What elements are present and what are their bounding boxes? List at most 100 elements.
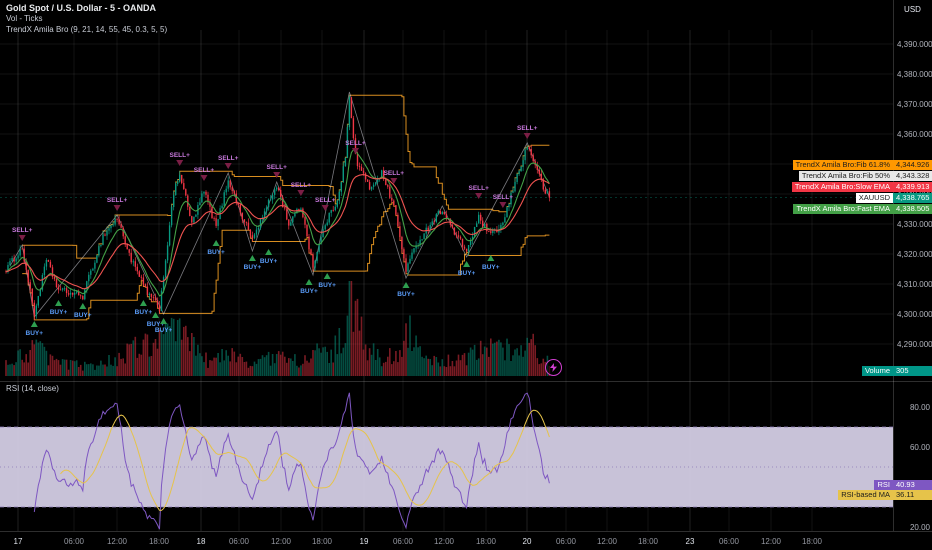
- rsi-ma-value-label: RSI-based MA 36.11: [838, 489, 932, 500]
- svg-text:SELL+: SELL+: [291, 182, 312, 189]
- buy-marker: BUY+: [74, 303, 92, 319]
- svg-text:SELL+: SELL+: [218, 155, 239, 162]
- indicator-price-label: XAUUSD 4,338.765: [855, 193, 932, 203]
- svg-text:SELL+: SELL+: [384, 170, 405, 177]
- price-axis-label: 4,320.000: [897, 250, 932, 259]
- price-axis-label: 4,330.000: [897, 220, 932, 229]
- svg-text:SELL+: SELL+: [517, 125, 538, 132]
- rsi-ma-value-label-tag: RSI-based MA: [838, 489, 893, 500]
- rsi-ma-value-label-value: 36.11: [893, 489, 932, 500]
- svg-text:SELL+: SELL+: [12, 227, 33, 234]
- volume-value-label-value: 305: [893, 366, 932, 376]
- price-axis-label: 4,310.000: [897, 280, 932, 289]
- symbol-legend: Gold Spot / U.S. Dollar - 5 - OANDA Vol …: [6, 3, 167, 35]
- indicator-price-label-tag: TrendX Amila Bro:Fast EMA: [793, 204, 893, 214]
- price-axis-label: 4,380.000: [897, 70, 932, 79]
- rsi-axis-label: 20.00: [909, 523, 930, 532]
- svg-text:BUY+: BUY+: [74, 312, 92, 319]
- sell-marker: SELL+: [12, 227, 33, 241]
- indicator-price-label-tag: TrendX Amila Bro:Fib 61.8%: [792, 160, 893, 170]
- time-axis-label: 18: [196, 537, 206, 546]
- svg-text:BUY+: BUY+: [147, 321, 165, 328]
- indicator-price-label-tag: TrendX Amila Bro:Fib 50%: [798, 171, 893, 181]
- buy-marker: BUY+: [207, 240, 225, 256]
- slow-ema-line: [5, 174, 550, 290]
- svg-text:BUY+: BUY+: [135, 309, 153, 316]
- sell-marker: SELL+: [194, 167, 214, 181]
- sell-marker: SELL+: [345, 140, 366, 154]
- svg-text:BUY+: BUY+: [397, 291, 415, 298]
- indicator-price-label: TrendX Amila Bro:Fib 61.8% 4,344.926: [792, 160, 932, 170]
- rsi-line: [33, 392, 550, 530]
- rsi-axis-label: 60.00: [909, 443, 930, 452]
- rsi-band: [0, 426, 893, 508]
- volume-value-label-tag: Volume: [861, 366, 893, 376]
- rsi-ma-line: [60, 409, 550, 511]
- svg-text:SELL+: SELL+: [315, 197, 336, 204]
- svg-text:BUY+: BUY+: [50, 309, 68, 316]
- rsi-indicator-legend[interactable]: RSI (14, close): [6, 384, 59, 393]
- time-axis-label: 12:00: [760, 537, 782, 546]
- indicator-price-label-tag: XAUUSD: [855, 193, 893, 203]
- time-axis-label: 06:00: [228, 537, 250, 546]
- sell-marker: SELL+: [107, 197, 128, 211]
- time-axis-label: 12:00: [106, 537, 128, 546]
- volume-bars: [5, 281, 551, 376]
- buy-marker: BUY+: [50, 300, 68, 316]
- time-axis-label: 12:00: [596, 537, 618, 546]
- time-axis-label: 18:00: [637, 537, 659, 546]
- time-axis-label: 06:00: [718, 537, 740, 546]
- time-axis-label: 18:00: [801, 537, 823, 546]
- lightning-bolt-icon[interactable]: [545, 359, 562, 376]
- time-axis-label: 06:00: [63, 537, 85, 546]
- time-axis-label: 18:00: [475, 537, 497, 546]
- buy-marker: BUY+: [482, 255, 500, 271]
- buy-marker: BUY+: [300, 279, 318, 295]
- svg-text:BUY+: BUY+: [244, 264, 262, 271]
- pane-separators: [0, 0, 932, 532]
- svg-text:BUY+: BUY+: [482, 264, 500, 271]
- time-axis-label: 17: [13, 537, 23, 546]
- fast-ema-line: [5, 149, 550, 297]
- time-axis-label: 18:00: [148, 537, 170, 546]
- sell-marker: SELL+: [266, 164, 287, 178]
- rsi-axis-label: 80.00: [909, 403, 930, 412]
- buy-marker: BUY+: [318, 273, 336, 289]
- buy-marker: BUY+: [135, 300, 153, 316]
- sell-marker: SELL+: [169, 152, 190, 166]
- price-axis-label: 4,300.000: [897, 310, 932, 319]
- time-axis-label: 18:00: [311, 537, 333, 546]
- time-axis-label: 06:00: [392, 537, 414, 546]
- svg-text:SELL+: SELL+: [345, 140, 366, 147]
- sell-marker: SELL+: [517, 125, 538, 139]
- symbol-title[interactable]: Gold Spot / U.S. Dollar - 5 - OANDA: [6, 3, 157, 13]
- svg-text:BUY+: BUY+: [458, 270, 476, 277]
- price-axis-label: 4,290.000: [897, 340, 932, 349]
- svg-text:BUY+: BUY+: [26, 330, 44, 337]
- indicator-price-label-value: 4,338.505: [893, 204, 932, 214]
- time-axis-label: 19: [359, 537, 369, 546]
- rsi-value-label: RSI 40.93: [874, 480, 932, 491]
- svg-text:BUY+: BUY+: [260, 258, 278, 265]
- time-axis-label: 20: [522, 537, 532, 546]
- trendx-indicator-legend[interactable]: TrendX Amila Bro (9, 21, 14, 55, 45, 0.3…: [6, 24, 168, 34]
- sell-marker: SELL+: [291, 182, 312, 196]
- buy-marker: BUY+: [244, 255, 262, 271]
- time-axis-label: 23: [685, 537, 695, 546]
- indicator-price-label-value: 4,343.328: [893, 171, 932, 181]
- svg-text:SELL+: SELL+: [493, 194, 514, 201]
- indicator-price-label: TrendX Amila Bro:Slow EMA 4,339.913: [791, 182, 932, 192]
- trendx-step-lines: [22, 94, 550, 321]
- svg-text:BUY+: BUY+: [318, 282, 336, 289]
- volume-indicator-legend[interactable]: Vol - Ticks: [6, 14, 43, 23]
- buy-marker: BUY+: [458, 261, 476, 277]
- indicator-price-label: TrendX Amila Bro:Fast EMA 4,338.505: [793, 204, 932, 214]
- rsi-value-label-value: 40.93: [893, 480, 932, 491]
- currency-label: USD: [904, 5, 921, 14]
- indicator-price-label-value: 4,339.913: [893, 182, 932, 192]
- sell-marker: SELL+: [384, 170, 405, 184]
- sell-marker: SELL+: [315, 197, 336, 211]
- volume-value-label: Volume 305: [861, 366, 932, 376]
- rsi-value-label-tag: RSI: [874, 480, 893, 491]
